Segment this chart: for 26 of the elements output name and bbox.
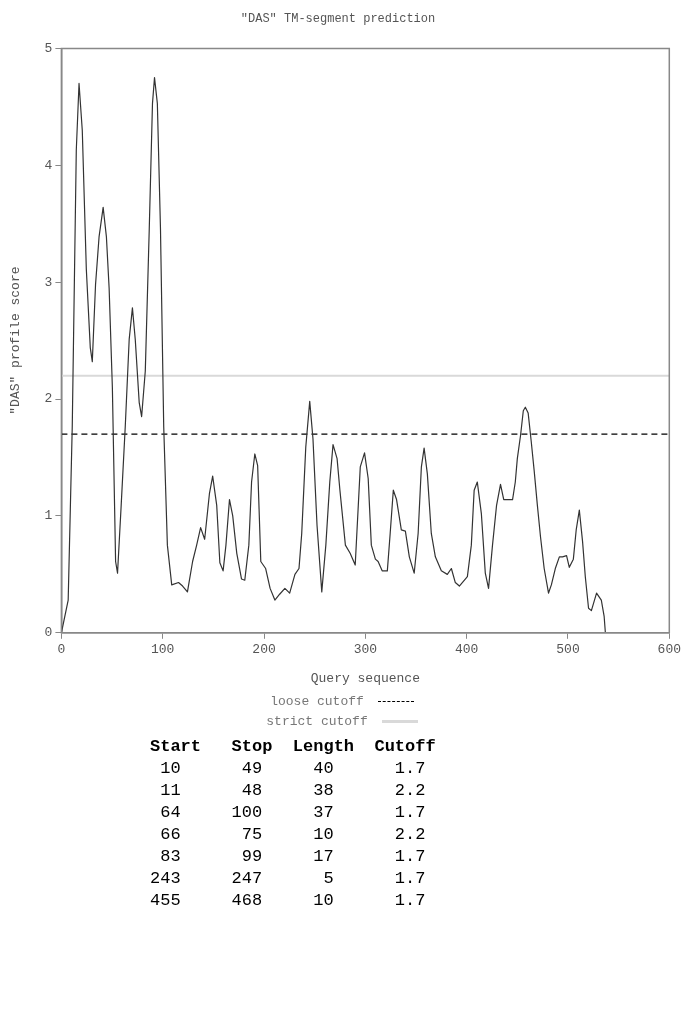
legend-label: strict cutoff	[266, 714, 368, 729]
y-axis-title: "DAS" profile score	[8, 266, 24, 415]
text: 455 468 10 1.7	[150, 890, 427, 912]
text: 243 247 5 1.7	[150, 868, 427, 890]
text: 11 48 38 2.2	[159, 780, 427, 802]
y-tick-label: 4	[44, 157, 53, 173]
x-tick-label: 0	[57, 642, 66, 658]
x-tick-label: 400	[454, 642, 479, 658]
text: 64 100 37 1.7	[159, 802, 427, 824]
x-tick-label: 300	[353, 642, 378, 658]
x-tick-label: 500	[556, 642, 580, 658]
text: 10 49 40 1.7	[159, 758, 427, 780]
y-tick-label: 1	[44, 508, 53, 524]
text: 66 75 10 2.2	[159, 824, 427, 846]
text: 83 99 17 1.7	[159, 846, 427, 868]
y-tick-label: 3	[44, 274, 53, 290]
chart-title: "DAS" TM-segment prediction	[240, 12, 436, 27]
y-tick-label: 0	[44, 625, 53, 641]
y-tick-label: 2	[44, 391, 53, 407]
legend-label: loose cutoff	[270, 694, 364, 709]
x-tick-label: 200	[252, 642, 276, 658]
x-tick-label: 100	[151, 642, 175, 658]
y-tick-label: 5	[44, 40, 53, 56]
x-tick-label: 600	[657, 642, 681, 658]
text: Start Stop Length Cutoff	[150, 736, 437, 758]
x-axis-title: Query sequence	[310, 670, 420, 686]
